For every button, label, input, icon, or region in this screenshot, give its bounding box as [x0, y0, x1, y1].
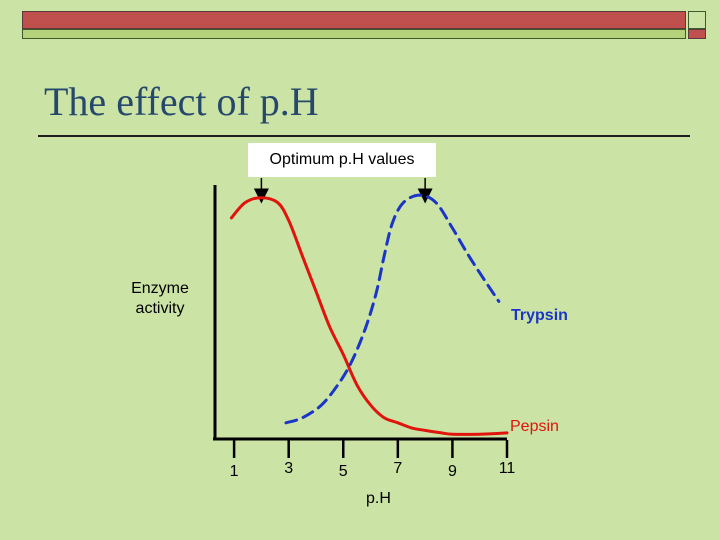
- x-tick-label-7: 7: [393, 460, 403, 477]
- x-axis-label: p.H: [366, 490, 391, 507]
- chart-series: [229, 193, 509, 436]
- series-line-trypsin: [284, 193, 501, 425]
- x-ticks: [232, 440, 509, 458]
- x-tick-label-1: 1: [229, 463, 239, 480]
- x-tick-label-3: 3: [284, 460, 294, 477]
- optimum-callout: Optimum p.H values: [248, 143, 436, 177]
- y-axis-label: Enzyme activity: [131, 280, 189, 317]
- slide-header-bars: [0, 0, 720, 44]
- header-bar-red: [22, 11, 686, 29]
- header-square-top: [688, 11, 706, 29]
- x-tick-label-5: 5: [338, 463, 348, 480]
- x-tick-label-11: 11: [498, 460, 516, 477]
- series-label-pepsin: Pepsin: [510, 418, 559, 435]
- x-tick-label-9: 9: [447, 463, 457, 480]
- series-line-pepsin: [229, 196, 509, 436]
- title-rule: [38, 135, 690, 137]
- series-label-trypsin: Trypsin: [511, 307, 568, 324]
- chart-axes: [213, 185, 507, 441]
- header-bar-green: [22, 29, 686, 39]
- optimum-arrows: [253, 178, 433, 204]
- slide-title: The effect of p.H: [44, 79, 319, 124]
- header-square-bottom: [688, 29, 706, 39]
